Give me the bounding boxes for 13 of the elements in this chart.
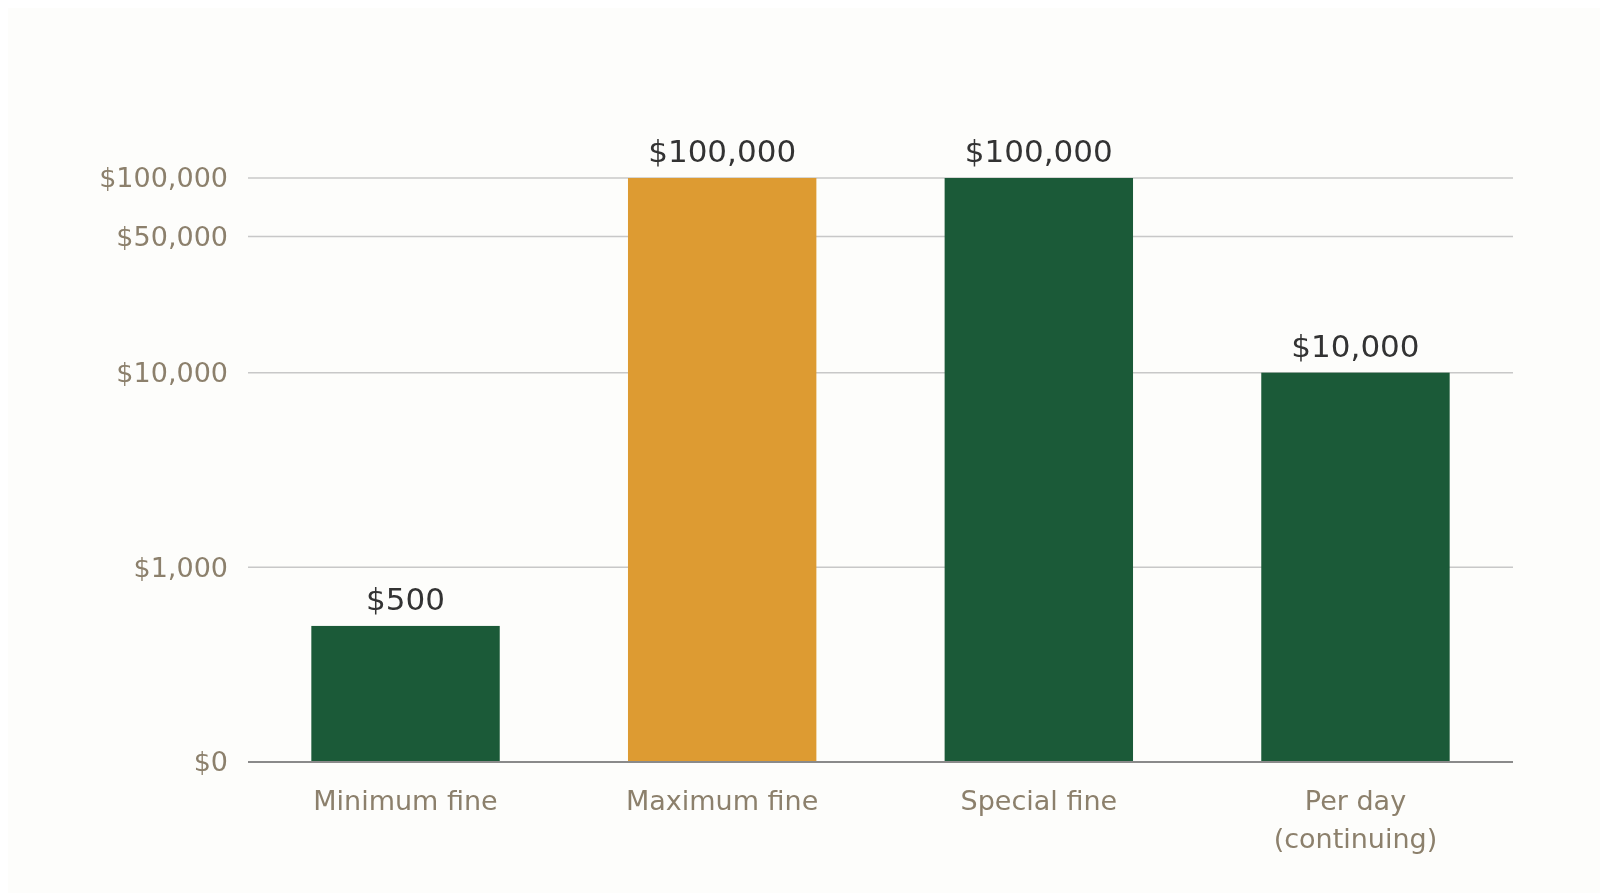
data-label: $100,000 xyxy=(648,133,797,169)
x-tick-label: Per day (continuing) xyxy=(1273,785,1438,854)
data-label: $100,000 xyxy=(964,133,1113,169)
y-tick-label: $50,000 xyxy=(116,221,228,253)
y-tick-label: $100,000 xyxy=(99,162,228,194)
data-label: $10,000 xyxy=(1291,327,1420,364)
x-tick-label: Minimum fine xyxy=(313,785,498,816)
y-tick-label: $1,000 xyxy=(133,551,228,583)
data-label: $500 xyxy=(366,580,445,617)
y-tick-label: $10,000 xyxy=(116,357,228,389)
x-tick-label: Special fine xyxy=(960,785,1118,816)
x-tick-label: Maximum fine xyxy=(626,785,819,816)
y-tick-label: $0 xyxy=(193,746,228,778)
